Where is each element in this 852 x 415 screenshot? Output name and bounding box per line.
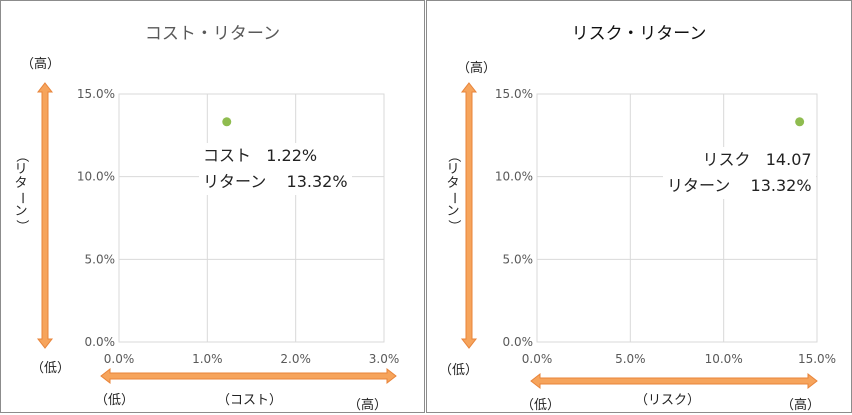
plot-border: [118, 93, 385, 343]
y-tick-label: 0.0%: [85, 335, 116, 349]
y-tick-label: 0.0%: [503, 335, 534, 349]
chart-risk-return: リスク・リターン 0.0% 5.0% 10.0% 15.0% 0.0% 5.0% 10.0%…: [426, 0, 852, 413]
y-axis-high-label: （高）: [21, 57, 61, 72]
chart-title: リスク・リターン: [571, 24, 707, 44]
x-axis-double-arrow: [100, 367, 397, 385]
data-label: リスク 14.07 リターン 13.32%: [663, 147, 816, 199]
x-axis-low-label: （低）: [521, 398, 561, 413]
chart-title: コスト・リターン: [144, 24, 281, 44]
plot-border: [536, 93, 818, 343]
y-tick-label: 5.0%: [503, 252, 534, 266]
y-axis-title: （リターン）: [14, 149, 29, 233]
data-label-value: 13.32%: [750, 176, 812, 195]
x-axis-high-label: （高）: [348, 398, 388, 413]
data-label: コスト 1.22% リターン 13.32%: [199, 143, 352, 195]
x-tick-label: 2.0%: [280, 352, 311, 366]
x-tick-label: 0.0%: [522, 352, 553, 366]
y-axis-double-arrow: [460, 82, 478, 349]
plot-area: 0.0% 1.0% 2.0% 3.0% 0.0% 5.0% 10.0% 15.0%: [36, 82, 400, 385]
y-axis-low-label: （低）: [439, 363, 479, 378]
data-label-value: 13.32%: [286, 172, 348, 191]
y-axis-low-label: （低）: [31, 361, 71, 376]
data-label-name: リスク: [702, 150, 751, 169]
x-axis-double-arrow: [530, 372, 818, 390]
y-tick-label: 15.0%: [77, 87, 115, 101]
x-tick-label: 15.0%: [798, 352, 836, 366]
plot-area: 0.0% 5.0% 10.0% 15.0% 0.0% 5.0% 10.0% 15.0%: [460, 82, 836, 390]
x-tick-label: 3.0%: [369, 352, 400, 366]
data-label-name: コスト: [203, 146, 252, 165]
x-tick-label: 1.0%: [192, 352, 223, 366]
x-axis-title: （コスト）: [217, 393, 283, 408]
y-axis-title: （リターン）: [446, 149, 461, 233]
y-axis-high-label: （高）: [457, 61, 497, 76]
chart-cost-return: コスト・リターン 0.0% 1.0% 2.0% 3.0% 0.0% 5.0% 10.0% 15…: [0, 0, 425, 413]
y-axis-double-arrow: [36, 82, 54, 349]
y-tick-label: 10.0%: [495, 170, 533, 184]
data-label-value: 14.07: [765, 150, 812, 169]
data-label-value: 1.22%: [266, 146, 318, 165]
x-tick-label: 10.0%: [705, 352, 743, 366]
data-point: [222, 117, 232, 127]
x-tick-label: 0.0%: [104, 352, 135, 366]
x-tick-label: 5.0%: [615, 352, 646, 366]
x-axis-title: （リスク）: [635, 393, 701, 408]
y-tick-label: 5.0%: [85, 252, 116, 266]
data-label-name: リターン: [203, 172, 267, 191]
y-tick-label: 15.0%: [495, 87, 533, 101]
data-point: [795, 117, 805, 127]
x-axis-low-label: （低）: [95, 393, 135, 408]
data-label-name: リターン: [667, 176, 731, 195]
x-axis-high-label: （高）: [781, 398, 821, 413]
y-tick-label: 10.0%: [77, 170, 115, 184]
